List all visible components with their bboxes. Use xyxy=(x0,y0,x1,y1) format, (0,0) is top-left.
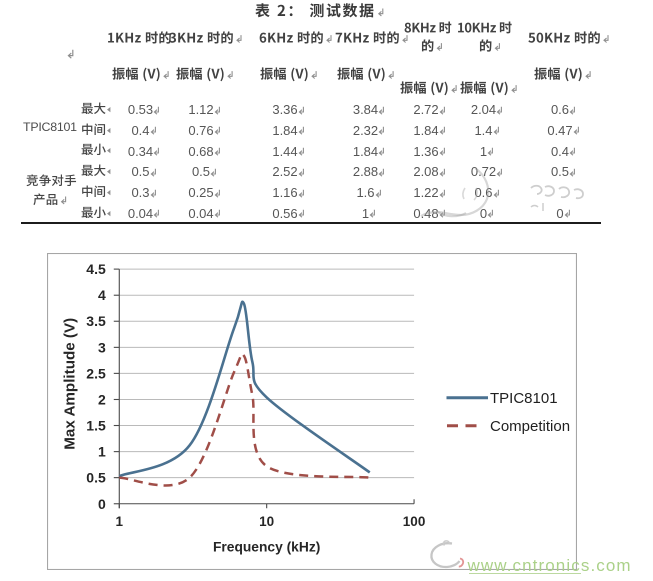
svg-text:3: 3 xyxy=(98,339,106,355)
svg-text:TPIC8101: TPIC8101 xyxy=(490,390,558,407)
svg-text:4: 4 xyxy=(98,287,106,303)
svg-text:1: 1 xyxy=(98,443,106,459)
svg-text:0.5: 0.5 xyxy=(86,469,106,485)
svg-text:100: 100 xyxy=(403,514,426,529)
svg-text:Max Amplitude (V): Max Amplitude (V) xyxy=(61,318,78,450)
svg-text:0: 0 xyxy=(98,496,106,512)
svg-text:Competition: Competition xyxy=(490,418,570,435)
svg-text:2: 2 xyxy=(98,391,106,407)
svg-text:4.5: 4.5 xyxy=(86,261,106,277)
svg-text:1.5: 1.5 xyxy=(86,417,106,433)
svg-text:Frequency (kHz): Frequency (kHz) xyxy=(213,539,320,554)
svg-text:2.5: 2.5 xyxy=(86,365,106,381)
svg-text:3.5: 3.5 xyxy=(86,313,106,329)
svg-text:10: 10 xyxy=(259,514,274,529)
svg-text:1: 1 xyxy=(115,514,123,529)
